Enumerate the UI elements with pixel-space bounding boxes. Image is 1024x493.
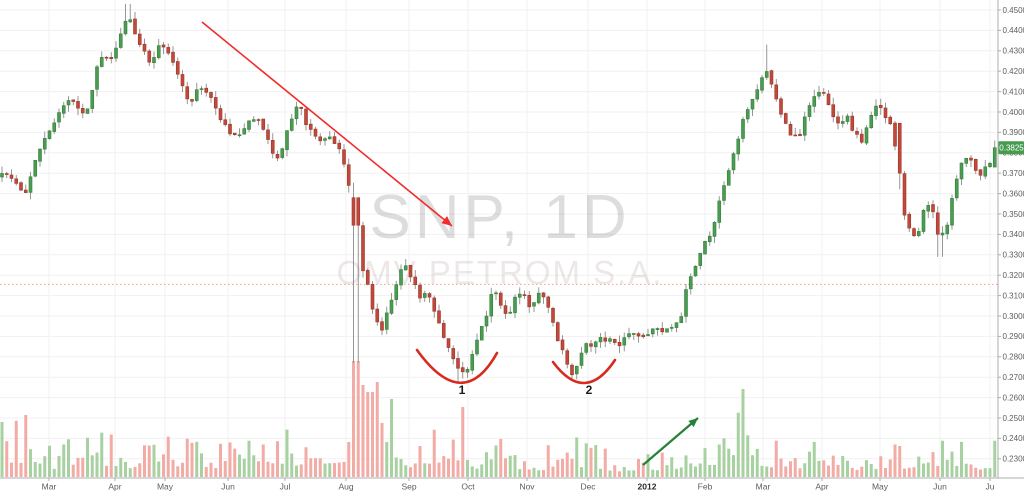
watermark-name: OMV PETROM S.A. [336,254,663,291]
svg-text:2012: 2012 [638,482,657,492]
volume-series [0,361,997,477]
grid-layer [0,0,998,478]
svg-text:Mar: Mar [42,482,57,492]
time-axis[interactable]: Mar Apr May Jun Jul Aug Sep Oct Nov Dec 2012 Feb Mar… [0,477,1024,492]
svg-text:Jun: Jun [221,482,235,492]
watermark-symbol: SNP, 1D [369,183,630,252]
svg-text:May: May [157,482,174,492]
annotations-layer: 1 2 [201,21,699,466]
svg-text:Oct: Oct [461,482,475,492]
svg-text:Ju: Ju [986,482,995,492]
cup-2-arc [551,358,617,385]
candlestick-series [0,3,997,382]
cup-1-arc [415,348,499,385]
svg-text:Apr: Apr [815,482,828,492]
svg-text:May: May [872,482,889,492]
cup-2-label: 2 [586,383,593,397]
svg-text:Jun: Jun [933,482,947,492]
svg-text:Jul: Jul [280,482,291,492]
last-price-badge: 0.3825 [998,141,1024,155]
uptrend-arrow-icon [642,417,699,466]
cup-1-label: 1 [459,383,466,397]
svg-text:Feb: Feb [698,482,713,492]
downtrend-arrow-icon [201,21,453,227]
svg-text:Mar: Mar [756,482,771,492]
svg-text:Aug: Aug [338,482,353,492]
svg-text:Nov: Nov [519,482,535,492]
last-price-value: 0.3825 [999,144,1024,153]
svg-text:Apr: Apr [108,482,121,492]
svg-text:0.2300: 0.2300 [1003,455,1024,464]
svg-text:Dec: Dec [580,482,596,492]
svg-text:Sep: Sep [401,482,416,492]
